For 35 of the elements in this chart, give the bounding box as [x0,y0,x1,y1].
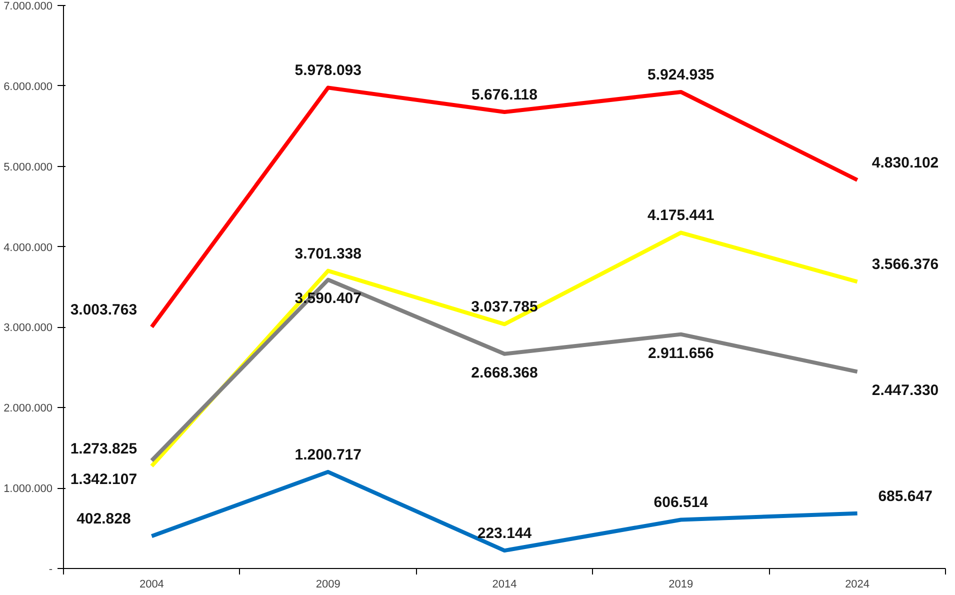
data-label: 5.676.118 [472,86,538,104]
data-label: 1.342.107 [70,471,138,488]
data-label: 3.701.338 [294,245,362,262]
y-tick-label: 1.000.000 [4,483,52,496]
x-tick-label: 2024 [845,578,870,590]
data-label: 3.566.376 [872,256,939,274]
data-label: 223.144 [477,525,532,542]
data-label: 4.175.441 [648,207,714,224]
data-label: 1.273.825 [70,440,138,458]
line-series [150,86,860,329]
x-tick-label: 2014 [492,578,517,590]
x-tick-label: 2019 [668,578,694,590]
data-label: 5.924.935 [648,66,714,84]
data-label: 3.037.785 [471,298,538,316]
data-label: 2.911.656 [648,344,714,362]
data-label: 685.647 [878,488,932,505]
data-label: 1.200.717 [294,446,362,464]
y-tick-label: 5.000.000 [4,161,52,174]
line-series [150,278,860,463]
data-label: 5.978.093 [294,62,362,80]
y-tick-label: 6.000.000 [4,80,52,93]
x-tick-label: 2004 [139,578,164,590]
data-label: 3.003.763 [70,301,138,318]
y-tick-label: 3.000.000 [4,322,52,334]
data-label: 2.668.368 [471,364,538,382]
y-tick-label: - [48,564,53,576]
x-tick-label: 2009 [316,578,340,590]
data-label: 4.830.102 [872,154,939,172]
y-tick-label: 7.000.000 [4,0,52,12]
y-tick-label: 2.000.000 [4,402,52,415]
data-label: 402.828 [76,510,131,528]
line-series [150,470,860,553]
y-tick-label: 4.000.000 [4,242,52,254]
data-label: 606.514 [654,494,709,512]
data-label: 2.447.330 [872,382,939,400]
